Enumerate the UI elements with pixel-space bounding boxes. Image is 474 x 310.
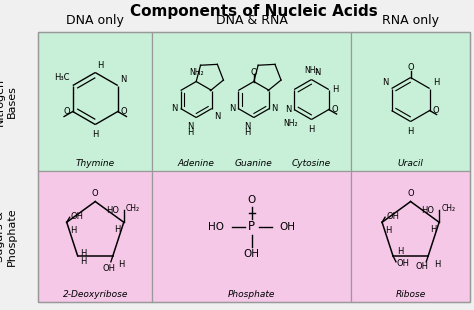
Text: Ribose: Ribose <box>395 290 426 299</box>
Text: H: H <box>308 125 315 134</box>
Text: Adenine: Adenine <box>178 159 215 168</box>
Text: N: N <box>285 105 291 114</box>
Text: O: O <box>251 68 257 77</box>
Text: N: N <box>214 112 220 121</box>
Text: H: H <box>408 126 414 135</box>
Text: HO: HO <box>421 206 434 215</box>
Text: H: H <box>81 249 87 258</box>
Bar <box>153 32 351 171</box>
Text: N: N <box>187 122 193 131</box>
Text: N: N <box>229 104 235 113</box>
Text: H: H <box>245 127 251 136</box>
Text: Cytosine: Cytosine <box>292 159 331 168</box>
Text: Thymine: Thymine <box>76 159 115 168</box>
Text: H: H <box>397 247 403 256</box>
Text: H: H <box>70 226 76 235</box>
Text: CH₂: CH₂ <box>126 204 140 213</box>
Text: O: O <box>433 106 439 115</box>
Text: O: O <box>248 195 256 205</box>
Text: OH: OH <box>397 259 410 268</box>
Text: H: H <box>332 85 338 94</box>
Text: NH₂: NH₂ <box>189 68 203 77</box>
Text: H: H <box>187 127 193 136</box>
Text: OH: OH <box>71 212 84 221</box>
Bar <box>38 32 470 302</box>
Text: O: O <box>407 63 414 72</box>
Text: H: H <box>118 260 124 269</box>
Text: 2-Deoxyribose: 2-Deoxyribose <box>63 290 128 299</box>
Text: Uracil: Uracil <box>398 159 424 168</box>
Text: O: O <box>407 188 414 197</box>
Text: H: H <box>430 225 436 234</box>
Text: CH₂: CH₂ <box>441 204 455 213</box>
Bar <box>38 32 153 171</box>
Text: H: H <box>114 225 121 234</box>
Text: O: O <box>121 107 128 116</box>
Text: H₃C: H₃C <box>54 73 70 82</box>
Text: H: H <box>92 130 99 139</box>
Bar <box>351 32 470 171</box>
Bar <box>351 171 470 302</box>
Text: N: N <box>120 74 126 83</box>
Text: O: O <box>92 188 99 197</box>
Text: O: O <box>63 107 70 116</box>
Text: DNA only: DNA only <box>66 14 124 27</box>
Text: H: H <box>385 226 392 235</box>
Text: N: N <box>272 104 278 113</box>
Text: Phosphate: Phosphate <box>228 290 275 299</box>
Text: Sugars &
Phosphate: Sugars & Phosphate <box>0 207 17 266</box>
Text: H: H <box>433 78 439 86</box>
Text: O: O <box>332 105 338 114</box>
Text: OH: OH <box>280 222 296 232</box>
Text: N: N <box>382 78 389 86</box>
Text: HO: HO <box>106 206 119 215</box>
Text: Nitrogen
Bases: Nitrogen Bases <box>0 78 17 126</box>
Text: OH: OH <box>386 212 399 221</box>
Text: H: H <box>434 260 441 269</box>
Text: OH: OH <box>244 249 260 259</box>
Text: N: N <box>245 122 251 131</box>
Text: Guanine: Guanine <box>235 159 273 168</box>
Text: N: N <box>314 68 321 77</box>
Text: NH₂: NH₂ <box>283 118 298 127</box>
Text: DNA & RNA: DNA & RNA <box>216 14 288 27</box>
Text: N: N <box>171 104 178 113</box>
Text: HO: HO <box>208 222 224 232</box>
Text: RNA only: RNA only <box>382 14 439 27</box>
Text: H: H <box>81 257 87 266</box>
Bar <box>153 171 351 302</box>
Text: OH: OH <box>416 262 429 271</box>
Text: H: H <box>97 60 104 69</box>
Text: P: P <box>248 220 255 233</box>
Text: OH: OH <box>102 264 115 273</box>
Text: NH₂: NH₂ <box>304 65 319 74</box>
Bar <box>38 171 153 302</box>
Text: Components of Nucleic Acids: Components of Nucleic Acids <box>130 4 378 19</box>
